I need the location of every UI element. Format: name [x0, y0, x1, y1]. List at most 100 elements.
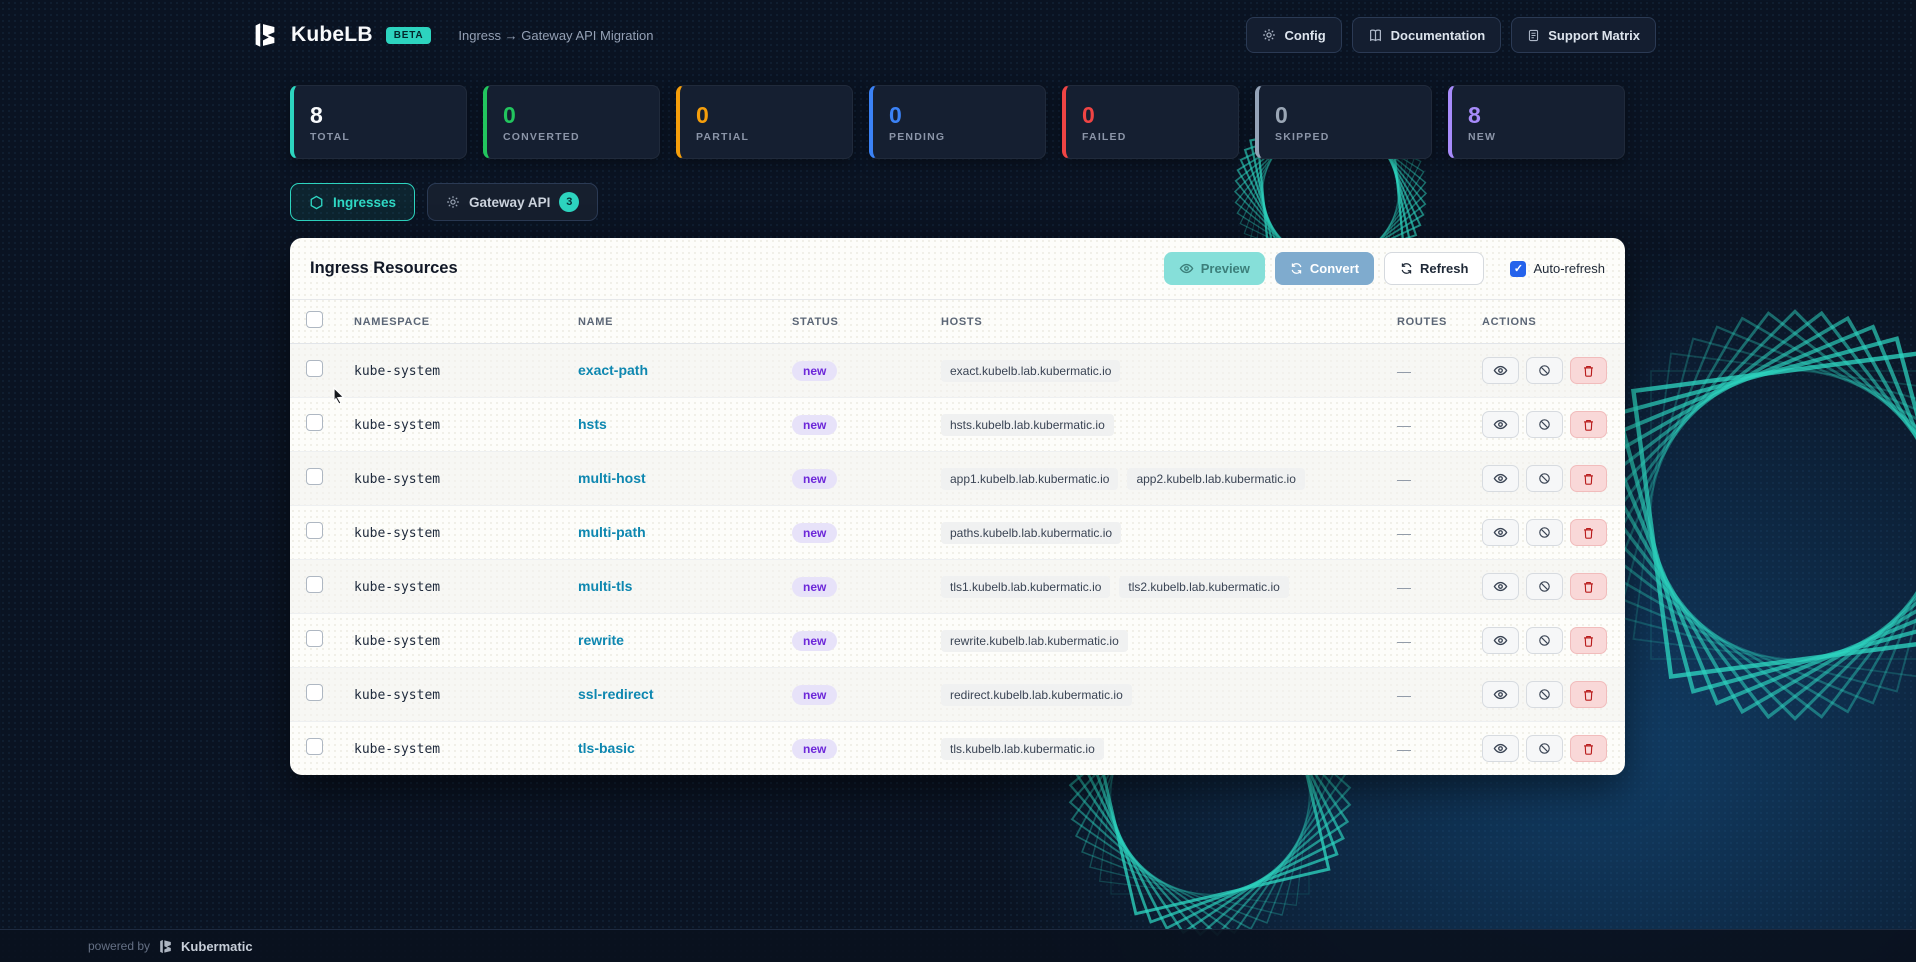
- tab-gateway-api[interactable]: Gateway API 3: [427, 183, 599, 221]
- config-button-label: Config: [1284, 27, 1326, 43]
- ban-icon: [1539, 473, 1550, 484]
- stat-label: NEW: [1468, 131, 1497, 144]
- delete-button[interactable]: [1570, 573, 1607, 600]
- hosts-cell: rewrite.kubelb.lab.kubermatic.io: [941, 629, 1397, 652]
- stat-value: 0: [503, 101, 516, 128]
- hexagon-icon: [310, 195, 323, 209]
- host-chip: app1.kubelb.lab.kubermatic.io: [941, 467, 1119, 490]
- panel-toolbar: Ingress Resources Preview Convert Refres…: [290, 238, 1625, 300]
- skip-button[interactable]: [1526, 519, 1563, 546]
- hosts-cell: hsts.kubelb.lab.kubermatic.io: [941, 413, 1397, 436]
- status-badge: new: [792, 360, 838, 381]
- hosts-cell: paths.kubelb.lab.kubermatic.io: [941, 521, 1397, 544]
- ingress-name-link[interactable]: multi-path: [578, 523, 646, 540]
- ban-icon: [1539, 689, 1550, 700]
- row-checkbox[interactable]: [306, 467, 323, 485]
- documentation-button[interactable]: Documentation: [1351, 17, 1502, 53]
- support-matrix-button[interactable]: Support Matrix: [1511, 17, 1656, 53]
- powered-by-label: powered by: [88, 939, 151, 953]
- row-actions: [1482, 411, 1625, 438]
- view-button[interactable]: [1482, 465, 1519, 492]
- eye-icon: [1493, 689, 1508, 700]
- skip-button[interactable]: [1526, 573, 1563, 600]
- table-row: kube-system multi-path new paths.kubelb.…: [290, 506, 1625, 560]
- table-row: kube-system ssl-redirect new redirect.ku…: [290, 668, 1625, 722]
- view-button[interactable]: [1482, 627, 1519, 654]
- stats-row: 8 TOTAL 0 CONVERTED 0 PARTIAL 0 PENDING …: [290, 85, 1625, 159]
- row-actions: [1482, 357, 1625, 384]
- delete-button[interactable]: [1570, 681, 1607, 708]
- trash-icon: [1584, 527, 1593, 539]
- eye-icon: [1493, 743, 1508, 754]
- column-header-hosts: HOSTS: [941, 315, 983, 328]
- eye-icon: [1493, 527, 1508, 538]
- delete-button[interactable]: [1570, 465, 1607, 492]
- trash-icon: [1584, 473, 1593, 485]
- view-button[interactable]: [1482, 573, 1519, 600]
- config-button[interactable]: Config: [1246, 17, 1342, 53]
- namespace-cell: kube-system: [354, 525, 441, 541]
- row-actions: [1482, 681, 1625, 708]
- refresh-button[interactable]: Refresh: [1384, 252, 1485, 285]
- ingress-name-link[interactable]: multi-host: [578, 469, 646, 486]
- delete-button[interactable]: [1570, 735, 1607, 762]
- preview-button[interactable]: Preview: [1163, 252, 1265, 285]
- view-button[interactable]: [1482, 735, 1519, 762]
- host-chip: redirect.kubelb.lab.kubermatic.io: [941, 683, 1132, 706]
- tabs-row: Ingresses Gateway API 3: [290, 183, 599, 221]
- ingress-name-link[interactable]: hsts: [578, 415, 607, 432]
- row-checkbox[interactable]: [306, 521, 323, 539]
- view-button[interactable]: [1482, 519, 1519, 546]
- stat-card: 0 FAILED: [1062, 85, 1239, 159]
- stat-label: FAILED: [1082, 131, 1127, 144]
- view-button[interactable]: [1482, 357, 1519, 384]
- app-header: KubeLB BETA Ingress → Gateway API Migrat…: [0, 0, 1916, 70]
- ban-icon: [1539, 581, 1550, 592]
- routes-cell: —: [1397, 362, 1411, 379]
- skip-button[interactable]: [1526, 411, 1563, 438]
- stat-value: 0: [1082, 101, 1095, 128]
- row-checkbox[interactable]: [306, 629, 323, 647]
- trash-icon: [1584, 635, 1593, 647]
- skip-button[interactable]: [1526, 681, 1563, 708]
- stat-label: TOTAL: [310, 131, 351, 144]
- delete-button[interactable]: [1570, 627, 1607, 654]
- ingress-name-link[interactable]: tls-basic: [578, 739, 635, 756]
- select-all-checkbox[interactable]: [306, 310, 323, 328]
- namespace-cell: kube-system: [354, 471, 441, 487]
- host-chip: tls.kubelb.lab.kubermatic.io: [941, 737, 1104, 760]
- table-body: kube-system exact-path new exact.kubelb.…: [290, 344, 1625, 775]
- auto-refresh-control: ✓ Auto-refresh: [1510, 260, 1605, 277]
- host-chip: paths.kubelb.lab.kubermatic.io: [941, 521, 1122, 544]
- delete-button[interactable]: [1570, 411, 1607, 438]
- view-button[interactable]: [1482, 681, 1519, 708]
- skip-button[interactable]: [1526, 735, 1563, 762]
- refresh-icon: [1401, 263, 1412, 274]
- skip-button[interactable]: [1526, 357, 1563, 384]
- status-badge: new: [792, 630, 838, 651]
- row-checkbox[interactable]: [306, 413, 323, 431]
- ingress-name-link[interactable]: exact-path: [578, 361, 649, 378]
- skip-button[interactable]: [1526, 465, 1563, 492]
- stat-value: 0: [889, 101, 902, 128]
- row-checkbox[interactable]: [306, 737, 323, 755]
- ingress-resources-panel: Ingress Resources Preview Convert Refres…: [290, 238, 1625, 775]
- row-checkbox[interactable]: [306, 359, 323, 377]
- skip-button[interactable]: [1526, 627, 1563, 654]
- delete-button[interactable]: [1570, 357, 1607, 384]
- stat-card: 0 SKIPPED: [1255, 85, 1432, 159]
- auto-refresh-checkbox[interactable]: ✓: [1510, 260, 1527, 277]
- row-checkbox[interactable]: [306, 683, 323, 701]
- ingress-name-link[interactable]: multi-tls: [578, 577, 633, 594]
- table-row: kube-system multi-host new app1.kubelb.l…: [290, 452, 1625, 506]
- ingress-name-link[interactable]: rewrite: [578, 631, 624, 648]
- ingress-name-link[interactable]: ssl-redirect: [578, 685, 654, 702]
- delete-button[interactable]: [1570, 519, 1607, 546]
- convert-button[interactable]: Convert: [1274, 252, 1375, 285]
- row-checkbox[interactable]: [306, 575, 323, 593]
- tab-ingresses[interactable]: Ingresses: [290, 183, 416, 221]
- gear-icon: [1263, 29, 1276, 41]
- view-button[interactable]: [1482, 411, 1519, 438]
- stat-label: PENDING: [889, 131, 946, 144]
- table-row: kube-system hsts new hsts.kubelb.lab.kub…: [290, 398, 1625, 452]
